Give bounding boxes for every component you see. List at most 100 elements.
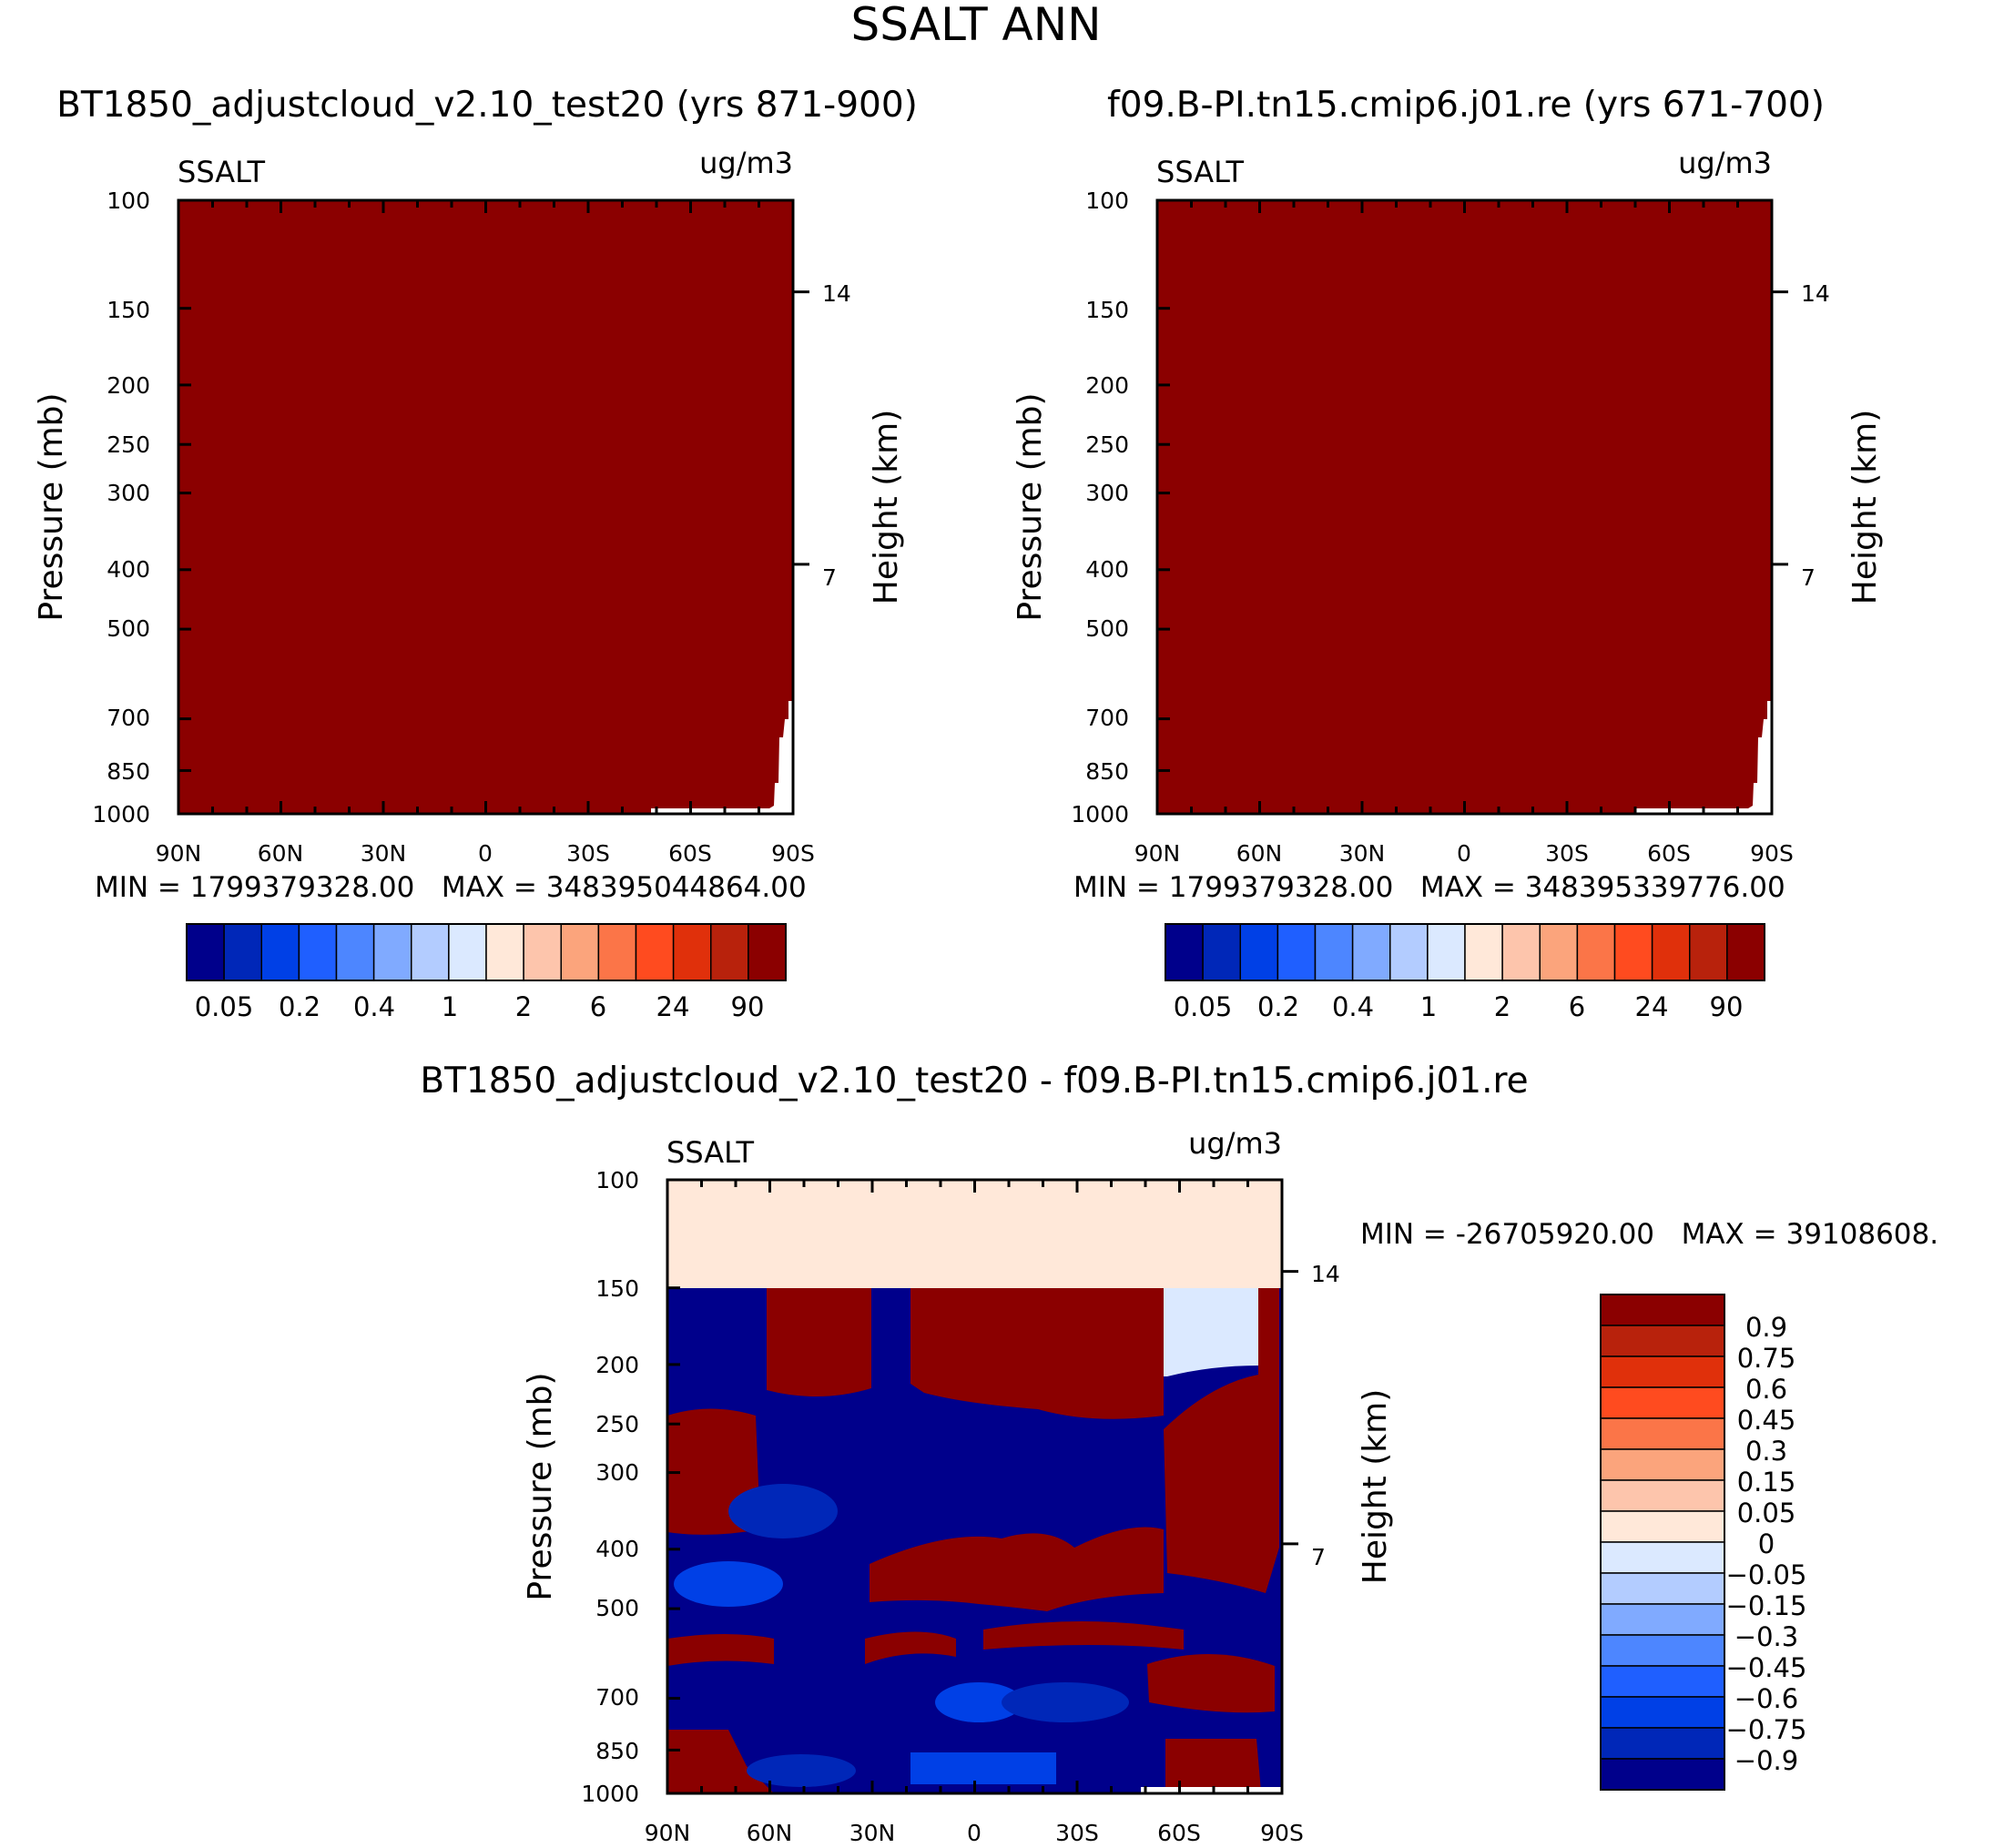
panel-2-colorbar-label: 24 bbox=[1635, 991, 1669, 1022]
panel-3-colorbar-label: 0.45 bbox=[1737, 1405, 1796, 1436]
panel-2-xtick-label: 60N bbox=[1236, 840, 1283, 867]
panel-2-xtick-label: 90N bbox=[1134, 840, 1181, 867]
colorbar-swatch bbox=[1600, 1727, 1725, 1760]
panel-3-colorbar-labels: 0.9 0.75 0.6 0.45 0.3 0.15 0.05 0 −0.05 … bbox=[1726, 1312, 1807, 1776]
panel-2-y2label: Height (km) bbox=[1846, 410, 1884, 604]
panel-1-y2label: Height (km) bbox=[868, 410, 905, 604]
figure-title: SSALT ANN bbox=[850, 0, 1101, 51]
diff-blob-negative bbox=[910, 1752, 1056, 1784]
colorbar-swatch bbox=[223, 923, 262, 981]
diff-band-positive bbox=[667, 1634, 774, 1666]
panel-1-min-max: MIN = 1799379328.00 MAX = 348395044864.0… bbox=[95, 871, 807, 904]
panel-1-colorbar-label: 0.2 bbox=[279, 991, 320, 1022]
panel-3-colorbar-label: 0.9 bbox=[1745, 1312, 1787, 1343]
diff-blob-negative bbox=[1002, 1682, 1129, 1722]
colorbar-swatch bbox=[1539, 923, 1579, 981]
panel-2-x-tick-labels: 90N 60N 30N 0 30S 60S 90S bbox=[1134, 840, 1794, 867]
panel-3-colorbar-label: −0.45 bbox=[1726, 1652, 1807, 1683]
panel-2-colorbar-label: 6 bbox=[1569, 991, 1585, 1022]
panel-3-colorbar-label: 0.3 bbox=[1745, 1436, 1787, 1467]
panel-1: BT1850_adjustcloud_v2.10_test20 (yrs 871… bbox=[33, 85, 918, 1022]
panel-3-ticks bbox=[666, 1178, 1298, 1795]
diff-band-positive bbox=[870, 1527, 1164, 1611]
panel-2-colorbar-label: 90 bbox=[1710, 991, 1744, 1022]
colorbar-swatch bbox=[1576, 923, 1616, 981]
panel-1-ytick-label: 150 bbox=[107, 297, 150, 323]
panel-3-ytick-label: 300 bbox=[595, 1459, 639, 1486]
diff-blob-negative bbox=[935, 1682, 1022, 1722]
diff-blob-negative bbox=[728, 1484, 838, 1538]
panel-3-y2tick-label: 7 bbox=[1311, 1544, 1326, 1570]
panel-1-y-tick-labels: 100 150 200 250 300 400 500 700 850 1000 bbox=[92, 188, 150, 828]
colorbar-swatch bbox=[672, 923, 712, 981]
panel-2-xtick-label: 30S bbox=[1545, 840, 1589, 867]
panel-2-title: f09.B-PI.tn15.cmip6.j01.re (yrs 671-700) bbox=[1107, 85, 1825, 126]
colorbar-swatch bbox=[335, 923, 375, 981]
colorbar-frame bbox=[1165, 923, 1765, 981]
panel-2-xtick-label: 60S bbox=[1647, 840, 1691, 867]
colorbar-swatch bbox=[1600, 1479, 1725, 1512]
panel-1-xtick-label: 30N bbox=[361, 840, 407, 867]
colorbar-swatch bbox=[1427, 923, 1466, 981]
panel-3-ytick-label: 200 bbox=[595, 1352, 639, 1378]
colorbar-swatch bbox=[372, 923, 412, 981]
panel-1-ytick-label: 100 bbox=[107, 188, 150, 214]
colorbar-swatch bbox=[186, 923, 225, 981]
colorbar-swatch bbox=[1600, 1448, 1725, 1481]
panel-2-colorbar-label: 0.05 bbox=[1174, 991, 1233, 1022]
panel-3-colorbar-label: −0.6 bbox=[1734, 1683, 1798, 1714]
colorbar-frame bbox=[1600, 1294, 1725, 1791]
panel-3: BT1850_adjustcloud_v2.10_test20 - f09.B-… bbox=[420, 1061, 1938, 1846]
panel-3-xtick-label: 60N bbox=[747, 1820, 793, 1846]
panel-2-y2-tick-labels: 14 7 bbox=[1801, 280, 1830, 591]
panel-3-colorbar bbox=[1600, 1294, 1725, 1791]
diff-band-positive bbox=[865, 1631, 956, 1664]
colorbar-swatch bbox=[411, 923, 450, 981]
panel-3-colorbar-label: 0.05 bbox=[1737, 1498, 1796, 1528]
colorbar-swatch bbox=[1600, 1386, 1725, 1419]
colorbar-swatch bbox=[1239, 923, 1279, 981]
panel-3-ytick-label: 400 bbox=[595, 1536, 639, 1562]
panel-1-colorbar-label: 24 bbox=[656, 991, 690, 1022]
panel-3-y-tick-labels: 100 150 200 250 300 400 500 700 850 1000 bbox=[581, 1167, 639, 1807]
colorbar-swatch bbox=[1651, 923, 1691, 981]
colorbar-swatch bbox=[1600, 1294, 1725, 1326]
panel-3-colorbar-label: −0.3 bbox=[1734, 1621, 1798, 1652]
panel-1-ytick-label: 500 bbox=[107, 615, 150, 642]
colorbar-swatch bbox=[1600, 1572, 1725, 1605]
panel-1-colorbar-labels: 0.05 0.2 0.4 1 2 6 24 90 bbox=[195, 991, 765, 1022]
panel-1-y2tick-label: 14 bbox=[822, 280, 851, 307]
colorbar-swatch bbox=[1600, 1696, 1725, 1729]
colorbar-swatch bbox=[1600, 1603, 1725, 1636]
panel-1-ytick-label: 300 bbox=[107, 480, 150, 506]
panel-3-xtick-label: 60S bbox=[1157, 1820, 1201, 1846]
panel-1-missing-region bbox=[651, 701, 793, 814]
panel-1-colorbar-label: 1 bbox=[442, 991, 458, 1022]
panel-1-ytick-label: 1000 bbox=[92, 801, 150, 828]
panel-1-y2-tick-labels: 14 7 bbox=[822, 280, 851, 591]
colorbar-swatch bbox=[560, 923, 600, 981]
panel-2-colorbar bbox=[1165, 923, 1765, 981]
panel-2-colorbar-label: 0.2 bbox=[1257, 991, 1299, 1022]
panel-3-title: BT1850_adjustcloud_v2.10_test20 - f09.B-… bbox=[420, 1061, 1528, 1102]
panel-1-xtick-label: 30S bbox=[566, 840, 610, 867]
panel-2-ytick-label: 100 bbox=[1085, 188, 1129, 214]
panel-3-ytick-label: 850 bbox=[595, 1738, 639, 1764]
panel-2-y2tick-label: 7 bbox=[1801, 564, 1816, 591]
diff-band-positive bbox=[983, 1621, 1184, 1650]
colorbar-swatch bbox=[1600, 1541, 1725, 1574]
panel-3-y2label: Height (km) bbox=[1357, 1389, 1394, 1584]
panel-2-xtick-label: 90S bbox=[1750, 840, 1794, 867]
panel-3-colorbar-label: 0.15 bbox=[1737, 1467, 1796, 1498]
panel-2-field bbox=[1157, 200, 1772, 814]
panel-3-left-string: SSALT bbox=[666, 1135, 755, 1170]
panel-1-field bbox=[178, 200, 793, 814]
panel-2-min-max: MIN = 1799379328.00 MAX = 348395339776.0… bbox=[1073, 871, 1785, 904]
panel-2-colorbar-label: 1 bbox=[1420, 991, 1437, 1022]
panel-1-ytick-label: 850 bbox=[107, 758, 150, 785]
panel-2-xtick-label: 30N bbox=[1339, 840, 1386, 867]
panel-1-ticks bbox=[177, 198, 809, 816]
colorbar-swatch bbox=[448, 923, 487, 981]
panel-1-xtick-label: 90S bbox=[771, 840, 815, 867]
